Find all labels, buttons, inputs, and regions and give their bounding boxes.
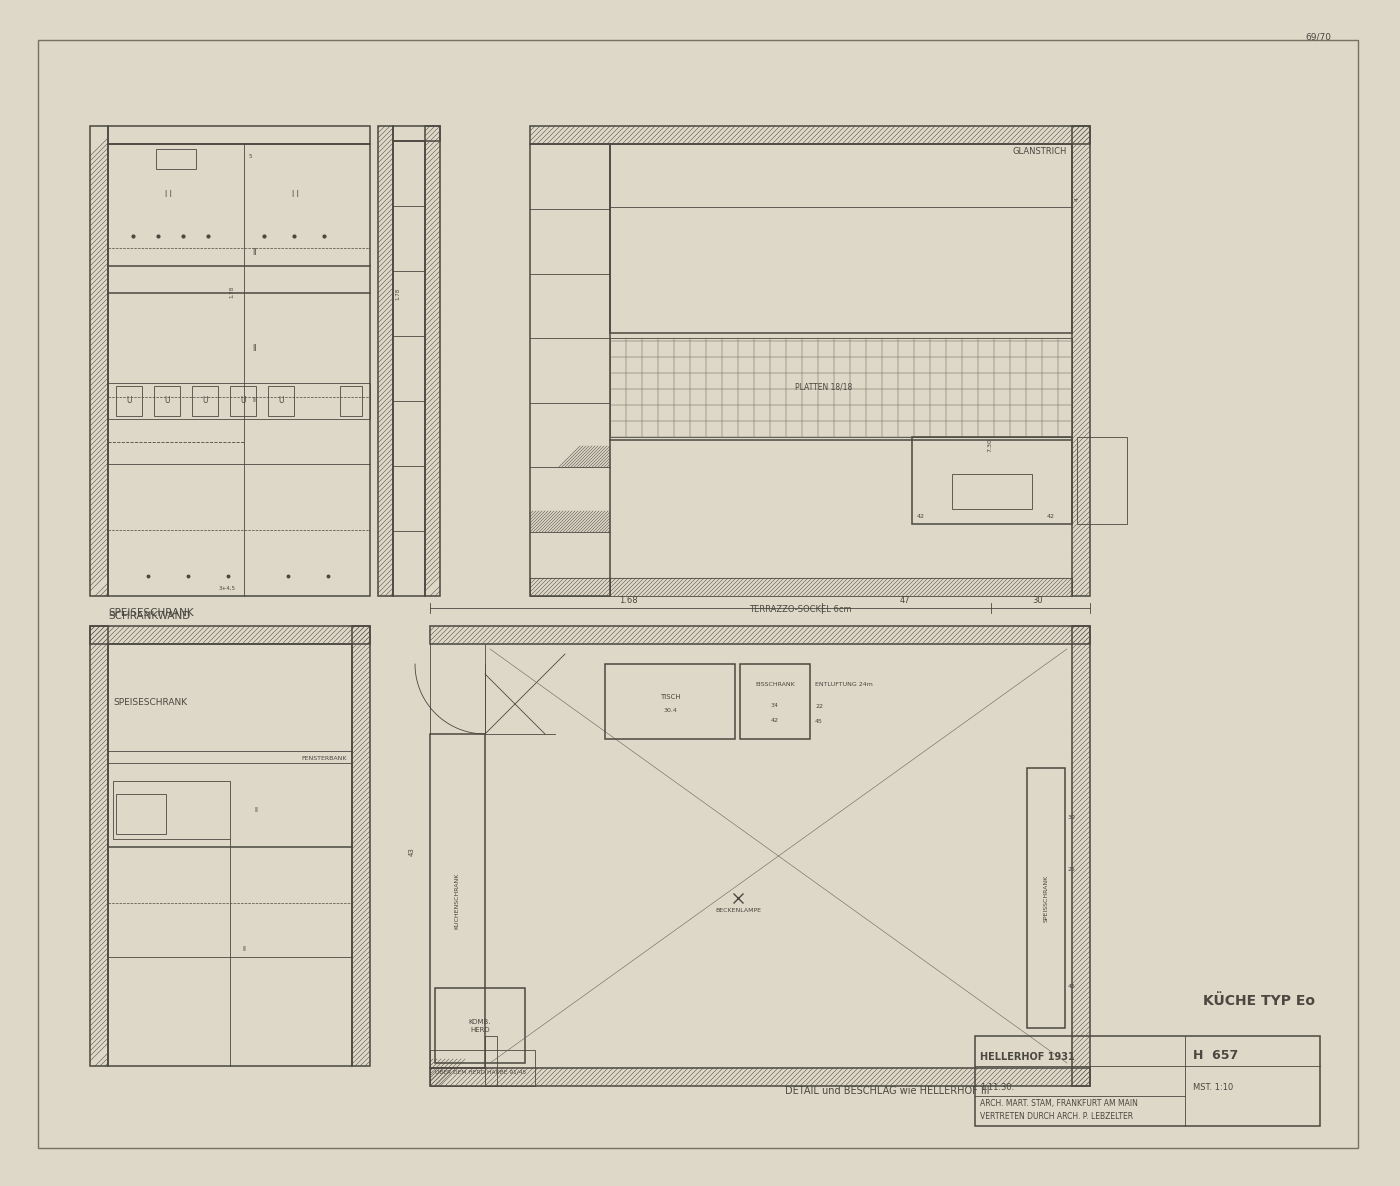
Bar: [108, 144, 370, 597]
Text: 42: 42: [771, 718, 778, 722]
Bar: [430, 1050, 535, 1086]
Bar: [605, 664, 735, 739]
Text: 22: 22: [815, 704, 823, 709]
Text: 25: 25: [1068, 867, 1075, 872]
Text: 42: 42: [1047, 514, 1056, 519]
Text: 7.30: 7.30: [987, 438, 993, 452]
Bar: [108, 126, 370, 144]
Text: 47: 47: [900, 597, 910, 605]
Text: 30: 30: [1068, 815, 1075, 820]
Text: 45: 45: [1068, 984, 1075, 989]
Bar: [378, 126, 393, 597]
Bar: [90, 126, 108, 597]
Text: 69/70: 69/70: [1305, 32, 1331, 42]
Text: TERRAZZO-SOCKEL 6cm: TERRAZZO-SOCKEL 6cm: [749, 605, 851, 614]
Text: U: U: [126, 396, 132, 404]
Bar: [393, 126, 440, 141]
Bar: [610, 338, 1072, 436]
Text: II: II: [252, 248, 256, 257]
Text: 43: 43: [409, 847, 414, 856]
Bar: [108, 644, 351, 1066]
Text: 34: 34: [771, 703, 778, 708]
Text: II: II: [242, 946, 246, 952]
Text: II: II: [252, 397, 256, 403]
Text: 30: 30: [1032, 597, 1043, 605]
Text: SCHRANKWAND: SCHRANKWAND: [108, 611, 190, 621]
Bar: [113, 782, 230, 839]
Text: KOMB.
HERD: KOMB. HERD: [469, 1020, 491, 1033]
Bar: [531, 126, 1091, 144]
Bar: [610, 144, 1072, 333]
Bar: [531, 144, 610, 597]
Bar: [952, 474, 1032, 509]
Text: U: U: [241, 396, 246, 404]
Text: ENTLUFTUNG 24m: ENTLUFTUNG 24m: [815, 682, 872, 687]
Bar: [484, 1037, 497, 1086]
Bar: [435, 988, 525, 1063]
Bar: [230, 385, 256, 416]
Text: 45: 45: [815, 719, 823, 723]
Bar: [1028, 769, 1065, 1028]
Text: U: U: [202, 396, 207, 404]
Text: 1.11.30.: 1.11.30.: [980, 1083, 1014, 1092]
Text: II: II: [252, 344, 256, 353]
Bar: [610, 578, 1072, 597]
Bar: [90, 626, 370, 644]
Bar: [108, 383, 370, 419]
Bar: [426, 126, 440, 597]
Text: I I: I I: [165, 190, 171, 199]
Text: 3+4,5: 3+4,5: [218, 586, 237, 591]
Text: BECKENLAMPE: BECKENLAMPE: [715, 908, 762, 913]
Bar: [267, 385, 294, 416]
Bar: [1077, 436, 1127, 524]
Bar: [340, 385, 363, 416]
Text: U: U: [164, 396, 169, 404]
Text: KUCHENSCHRANK: KUCHENSCHRANK: [455, 873, 459, 929]
Bar: [351, 626, 370, 1066]
Text: I I: I I: [293, 190, 300, 199]
Bar: [116, 385, 141, 416]
Bar: [974, 1037, 1320, 1126]
Text: 1.78: 1.78: [395, 288, 400, 300]
Text: 5: 5: [249, 154, 252, 159]
Text: 42: 42: [917, 514, 925, 519]
Bar: [155, 149, 196, 168]
Bar: [116, 793, 167, 834]
Text: SPEISESCHRANK: SPEISESCHRANK: [113, 699, 188, 707]
Bar: [192, 385, 218, 416]
Text: II: II: [255, 808, 259, 814]
Bar: [531, 578, 610, 597]
Text: PLATTEN 18/18: PLATTEN 18/18: [795, 383, 853, 393]
Text: U: U: [279, 396, 284, 404]
Bar: [430, 734, 484, 1069]
Text: SPEISESCHRANK: SPEISESCHRANK: [108, 608, 193, 618]
Bar: [430, 1069, 1091, 1086]
Text: 30.4: 30.4: [664, 708, 678, 713]
Bar: [393, 141, 426, 597]
Text: ARCH. MART. STAM, FRANKFURT AM MAIN: ARCH. MART. STAM, FRANKFURT AM MAIN: [980, 1099, 1138, 1108]
Bar: [1072, 126, 1091, 597]
Bar: [154, 385, 181, 416]
Text: 1.68: 1.68: [619, 597, 637, 605]
Text: VERTRETEN DURCH ARCH. P. LEBZELTER: VERTRETEN DURCH ARCH. P. LEBZELTER: [980, 1112, 1133, 1121]
Text: MST. 1:10: MST. 1:10: [1193, 1083, 1233, 1092]
Text: KÜCHE TYP Eo: KÜCHE TYP Eo: [1203, 994, 1315, 1008]
Bar: [911, 436, 1072, 524]
Text: FENSTERBANK: FENSTERBANK: [301, 755, 347, 761]
Text: HELLERHOF 1931: HELLERHOF 1931: [980, 1052, 1075, 1061]
Text: UBER DEM HERD HAUBE 91/45: UBER DEM HERD HAUBE 91/45: [435, 1070, 526, 1075]
Text: 4: 4: [1075, 197, 1079, 200]
Bar: [741, 664, 811, 739]
Text: GLANSTRICH: GLANSTRICH: [1012, 147, 1067, 157]
Text: DETAIL und BESCHLAG wie HELLERHOF III: DETAIL und BESCHLAG wie HELLERHOF III: [785, 1086, 990, 1096]
Text: H  657: H 657: [1193, 1048, 1238, 1061]
Bar: [90, 626, 108, 1066]
Bar: [430, 626, 1091, 644]
Text: TISCH: TISCH: [659, 694, 680, 700]
Text: EISSCHRANK: EISSCHRANK: [755, 682, 795, 688]
Text: 1.78: 1.78: [230, 286, 234, 298]
Bar: [1072, 626, 1091, 1086]
Text: SPEISSCHRANK: SPEISSCHRANK: [1043, 874, 1049, 922]
